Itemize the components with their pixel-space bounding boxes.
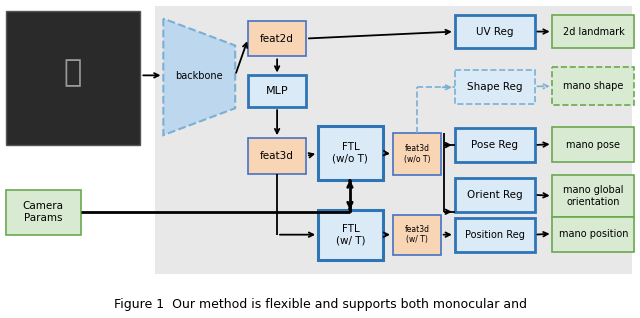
Polygon shape [163,19,235,135]
Text: feat3d
(w/o T): feat3d (w/o T) [404,144,430,164]
Text: Orient Reg: Orient Reg [467,190,522,200]
FancyBboxPatch shape [552,15,634,48]
FancyBboxPatch shape [552,127,634,162]
Text: Camera
Params: Camera Params [22,202,63,223]
FancyBboxPatch shape [248,21,306,57]
FancyBboxPatch shape [454,218,534,252]
FancyBboxPatch shape [454,15,534,48]
Text: mano global
orientation: mano global orientation [563,185,623,207]
Text: Figure 1  Our method is flexible and supports both monocular and: Figure 1 Our method is flexible and supp… [113,298,527,311]
FancyBboxPatch shape [552,217,634,252]
FancyBboxPatch shape [454,128,534,162]
Text: Pose Reg: Pose Reg [471,140,518,150]
FancyBboxPatch shape [393,215,441,255]
FancyBboxPatch shape [318,126,383,180]
FancyBboxPatch shape [393,133,441,175]
Text: 2d landmark: 2d landmark [563,27,624,37]
Text: backbone: backbone [175,71,223,81]
Text: mano position: mano position [559,229,628,239]
Text: Shape Reg: Shape Reg [467,82,522,92]
FancyBboxPatch shape [156,6,632,274]
Text: FTL
(w/ T): FTL (w/ T) [336,224,365,245]
FancyBboxPatch shape [248,138,306,174]
FancyBboxPatch shape [318,210,383,259]
Text: MLP: MLP [266,86,289,96]
FancyBboxPatch shape [552,67,634,105]
FancyBboxPatch shape [552,175,634,217]
Text: feat3d
(w/ T): feat3d (w/ T) [404,225,429,244]
Text: FTL
(w/o T): FTL (w/o T) [333,142,369,164]
Text: ✋: ✋ [63,58,82,87]
Text: UV Reg: UV Reg [476,27,513,37]
FancyBboxPatch shape [6,190,81,235]
Text: mano shape: mano shape [563,81,623,91]
Text: Position Reg: Position Reg [465,230,525,240]
Text: mano pose: mano pose [566,140,620,149]
FancyBboxPatch shape [248,75,306,107]
FancyBboxPatch shape [454,70,534,104]
FancyBboxPatch shape [6,10,140,145]
Text: feat3d: feat3d [260,151,294,161]
Text: feat2d: feat2d [260,33,294,44]
FancyBboxPatch shape [454,178,534,212]
